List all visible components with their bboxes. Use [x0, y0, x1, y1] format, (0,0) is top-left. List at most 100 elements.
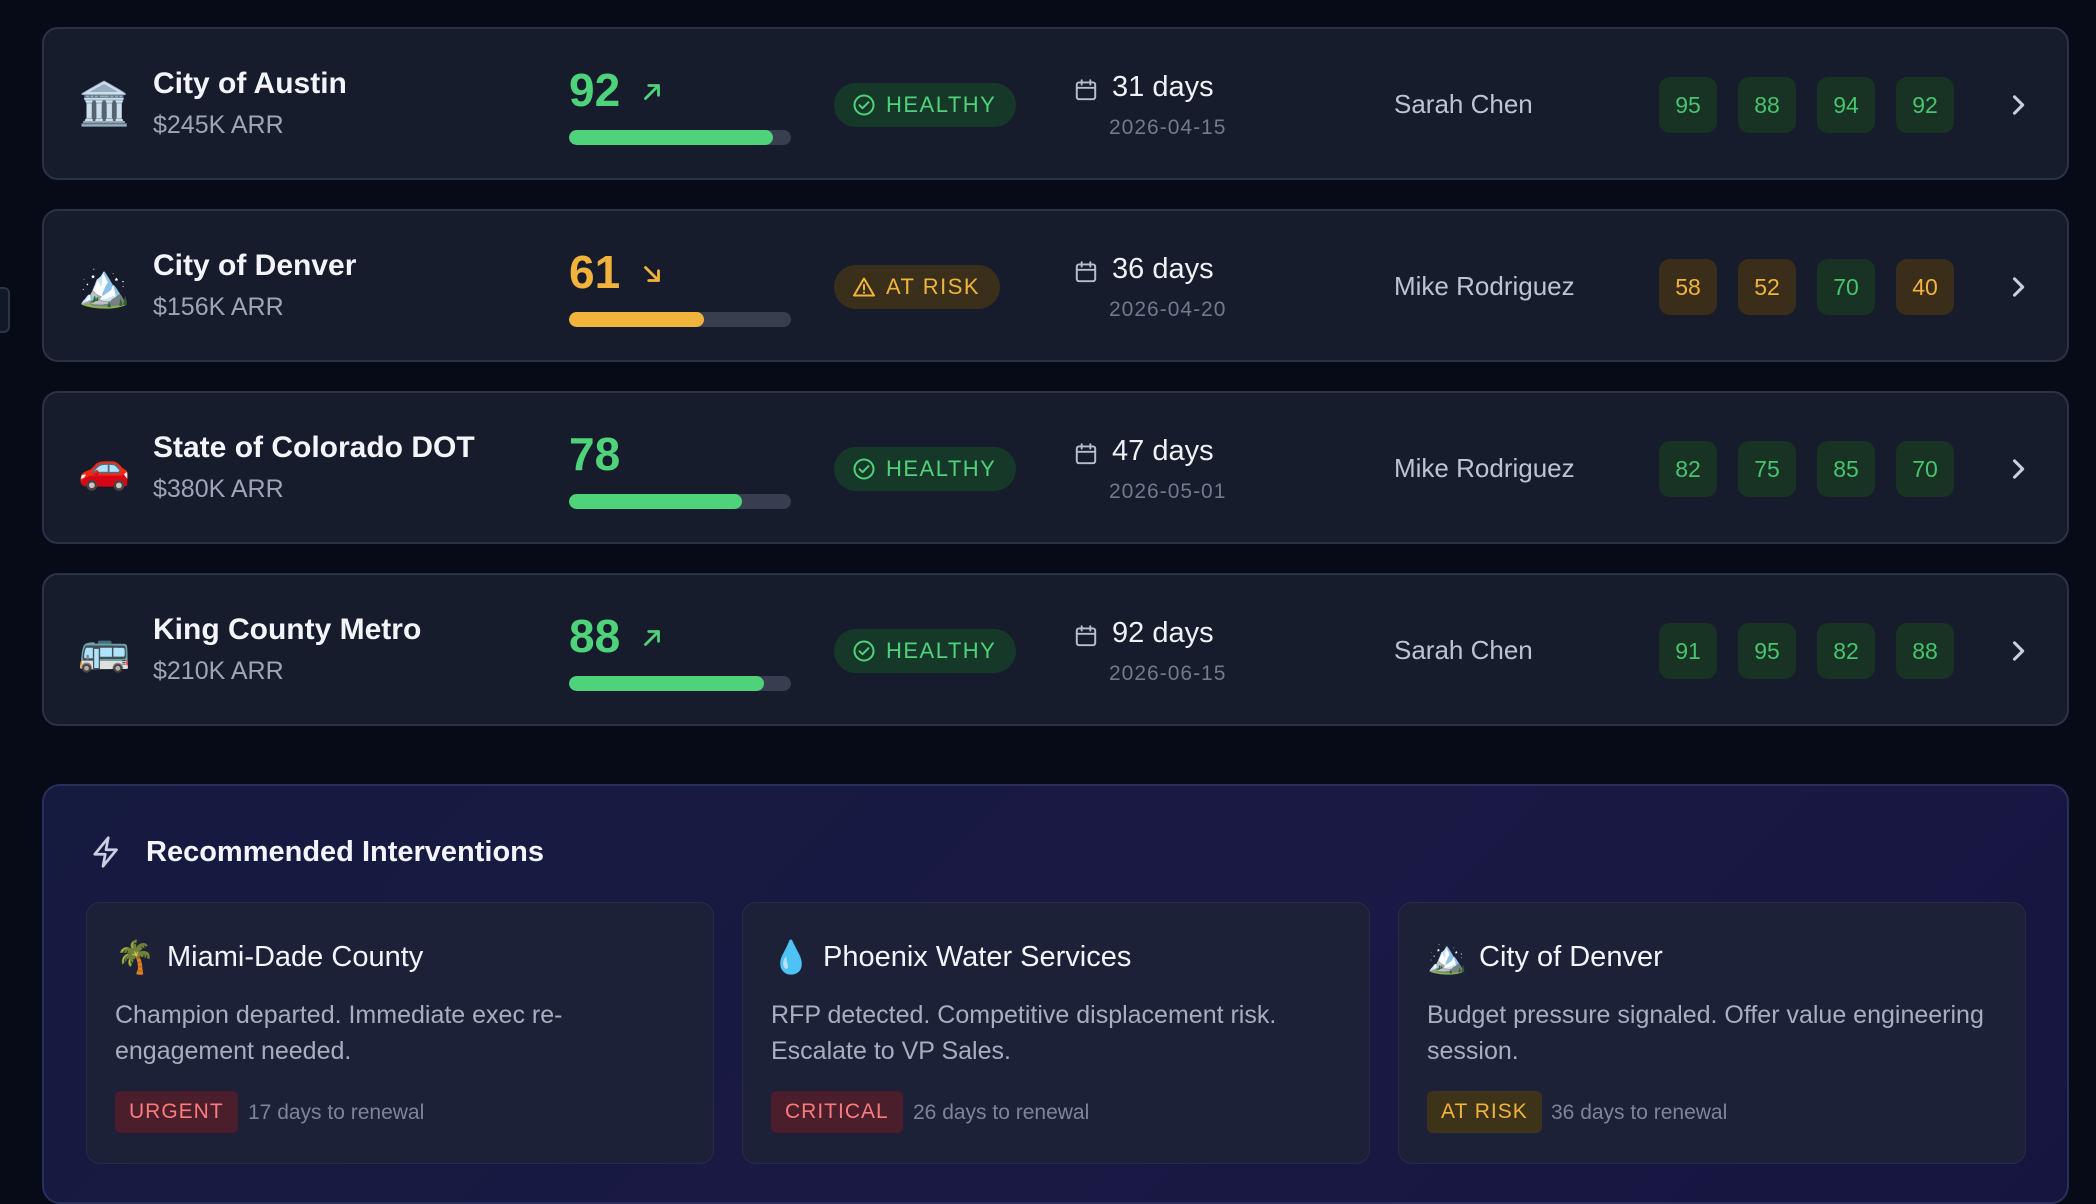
days-to-renewal: 36 days	[1112, 253, 1214, 285]
account-row[interactable]: 🏛️ City of Austin $245K ARR 92 HEALTHY 3…	[42, 27, 2069, 180]
priority-tag: AT RISK	[1427, 1091, 1542, 1133]
account-emoji-icon: 🏔️	[78, 261, 131, 310]
health-bar-fill	[569, 676, 765, 691]
metric-chip: 88	[1738, 77, 1796, 133]
days-to-renewal: 31 days	[1112, 71, 1214, 103]
chevron-right-icon[interactable]	[2004, 91, 2032, 119]
renewal-note: 17 days to renewal	[248, 1101, 425, 1124]
health-bar-fill	[569, 312, 705, 327]
renewal-note: 36 days to renewal	[1551, 1101, 1728, 1124]
account-arr: $156K ARR	[153, 293, 284, 321]
health-bar	[569, 676, 791, 691]
check-circle-icon	[853, 458, 875, 480]
health-score: 92	[569, 64, 621, 116]
status-badge: HEALTHY	[834, 629, 1017, 673]
priority-tag: CRITICAL	[771, 1091, 903, 1133]
recommended-interventions-panel: Recommended Interventions 🌴 Miami-Dade C…	[42, 784, 2069, 1204]
account-arr: $245K ARR	[153, 111, 284, 139]
metric-chip: 70	[1896, 441, 1954, 497]
account-owner: Mike Rodriguez	[1394, 453, 1575, 483]
metric-chips: 95 88 94 92	[1659, 77, 1954, 133]
arrow-up-right-icon	[644, 84, 660, 100]
status-badge: HEALTHY	[834, 447, 1017, 491]
days-to-renewal: 47 days	[1112, 435, 1214, 467]
account-arr: $380K ARR	[153, 475, 284, 503]
check-circle-icon	[853, 94, 875, 116]
renewal-date: 2026-05-01	[1109, 480, 1227, 503]
status-label: HEALTHY	[886, 92, 997, 117]
metric-chip: 85	[1817, 441, 1875, 497]
calendar-icon	[1075, 79, 1097, 101]
status-label: HEALTHY	[886, 456, 997, 481]
chevron-right-icon[interactable]	[2004, 637, 2032, 665]
metric-chip: 94	[1817, 77, 1875, 133]
priority-tag: URGENT	[115, 1091, 238, 1133]
arrow-up-right-icon	[644, 630, 660, 646]
metric-chip: 91	[1659, 623, 1717, 679]
lightning-icon	[93, 836, 118, 868]
calendar-icon	[1075, 625, 1097, 647]
account-arr: $210K ARR	[153, 657, 284, 685]
side-drawer-handle[interactable]	[0, 287, 10, 333]
section-title: Recommended Interventions	[146, 836, 545, 868]
account-row[interactable]: 🚌 King County Metro $210K ARR 88 HEALTHY…	[42, 573, 2069, 726]
metric-chips: 58 52 70 40	[1659, 259, 1954, 315]
metric-chip: 40	[1896, 259, 1954, 315]
water-drop-icon: 💧	[771, 938, 811, 976]
health-bar	[569, 494, 791, 509]
calendar-icon	[1075, 443, 1097, 465]
mountain-icon: 🏔️	[1427, 938, 1467, 976]
intervention-account-name: Phoenix Water Services	[823, 941, 1132, 973]
renewal-date: 2026-04-20	[1109, 298, 1227, 321]
status-badge: HEALTHY	[834, 83, 1017, 127]
account-owner: Mike Rodriguez	[1394, 271, 1575, 301]
check-circle-icon	[853, 640, 875, 662]
metric-chip: 92	[1896, 77, 1954, 133]
health-bar	[569, 312, 791, 327]
metric-chip: 75	[1738, 441, 1796, 497]
intervention-cards: 🌴 Miami-Dade County Champion departed. I…	[86, 902, 2026, 1164]
account-row[interactable]: 🚗 State of Colorado DOT $380K ARR 78 HEA…	[42, 391, 2069, 544]
account-name: King County Metro	[153, 613, 422, 646]
renewal-note: 26 days to renewal	[913, 1101, 1090, 1124]
calendar-icon	[1075, 261, 1097, 283]
status-label: HEALTHY	[886, 638, 997, 663]
palm-tree-icon: 🌴	[115, 938, 155, 976]
account-row[interactable]: 🏔️ City of Denver $156K ARR 61 AT RISK 3…	[42, 209, 2069, 362]
metric-chip: 70	[1817, 259, 1875, 315]
account-owner: Sarah Chen	[1394, 89, 1533, 119]
intervention-description: Budget pressure signaled. Offer value en…	[1427, 1001, 1984, 1065]
health-score: 78	[569, 428, 621, 480]
metric-chips: 91 95 82 88	[1659, 623, 1954, 679]
health-bar-fill	[569, 130, 774, 145]
metric-chip: 82	[1659, 441, 1717, 497]
account-emoji-icon: 🚌	[78, 625, 131, 674]
metric-chip: 52	[1738, 259, 1796, 315]
metric-chip: 58	[1659, 259, 1717, 315]
account-name: State of Colorado DOT	[153, 431, 475, 464]
metric-chip: 95	[1738, 623, 1796, 679]
intervention-account-name: City of Denver	[1479, 941, 1663, 973]
chevron-right-icon[interactable]	[2004, 273, 2032, 301]
health-bar-fill	[569, 494, 743, 509]
intervention-card[interactable]: 🌴 Miami-Dade County Champion departed. I…	[86, 902, 714, 1164]
account-name: City of Denver	[153, 249, 357, 282]
metric-chip: 88	[1896, 623, 1954, 679]
intervention-card[interactable]: 💧 Phoenix Water Services RFP detected. C…	[742, 902, 1370, 1164]
health-score: 88	[569, 610, 621, 662]
metric-chip: 95	[1659, 77, 1717, 133]
warning-triangle-icon	[853, 277, 875, 297]
health-bar	[569, 130, 791, 145]
account-emoji-icon: 🏛️	[78, 79, 131, 128]
chevron-right-icon[interactable]	[2004, 455, 2032, 483]
renewal-date: 2026-06-15	[1109, 662, 1227, 685]
renewal-date: 2026-04-15	[1109, 116, 1227, 139]
intervention-card[interactable]: 🏔️ City of Denver Budget pressure signal…	[1398, 902, 2026, 1164]
metric-chip: 82	[1817, 623, 1875, 679]
intervention-account-name: Miami-Dade County	[167, 941, 424, 973]
intervention-description: RFP detected. Competitive displacement r…	[771, 1001, 1277, 1065]
arrow-down-right-icon	[644, 266, 660, 282]
status-label: AT RISK	[886, 274, 981, 299]
account-emoji-icon: 🚗	[78, 443, 131, 492]
account-owner: Sarah Chen	[1394, 635, 1533, 665]
